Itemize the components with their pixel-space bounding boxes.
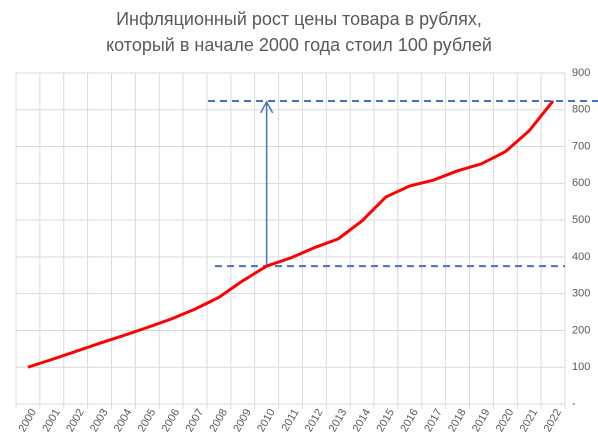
x-tick-label: 2019 bbox=[470, 407, 493, 434]
x-tick-label: 2009 bbox=[231, 407, 254, 434]
y-tick-label: 300 bbox=[572, 288, 590, 300]
x-tick-label: 2005 bbox=[136, 407, 159, 434]
y-tick-label: 200 bbox=[572, 324, 590, 336]
y-tick-label: 500 bbox=[572, 214, 590, 226]
x-tick-label: 2004 bbox=[112, 407, 135, 434]
x-tick-label: 2001 bbox=[40, 407, 63, 434]
y-tick-label: 400 bbox=[572, 251, 590, 263]
y-tick-label: 100 bbox=[572, 361, 590, 373]
x-tick-label: 2012 bbox=[303, 407, 326, 434]
x-tick-label: 2011 bbox=[279, 407, 301, 433]
line-series bbox=[27, 100, 555, 369]
y-tick-label: 800 bbox=[572, 104, 590, 116]
x-tick-label: 2008 bbox=[207, 407, 230, 434]
x-tick-label: 2021 bbox=[518, 407, 541, 434]
x-tick-label: 2013 bbox=[327, 407, 350, 434]
x-tick-label: 2010 bbox=[255, 407, 278, 434]
x-tick-label: 2000 bbox=[16, 407, 39, 434]
y-tick-label: 700 bbox=[572, 140, 590, 152]
chart-title: Инфляционный рост цены товара в рублях, bbox=[116, 9, 482, 29]
x-tick-label: 2007 bbox=[184, 407, 207, 434]
y-tick-label: 900 bbox=[572, 67, 590, 79]
x-tick-label: 2014 bbox=[351, 407, 374, 434]
x-tick-label: 2018 bbox=[446, 407, 469, 434]
x-tick-label: 2003 bbox=[88, 407, 111, 434]
x-tick-label: 2017 bbox=[422, 407, 445, 434]
x-tick-label: 2015 bbox=[374, 407, 397, 434]
x-tick-label: 2022 bbox=[542, 407, 565, 434]
chart-title: который в начале 2000 года стоил 100 руб… bbox=[106, 35, 492, 55]
y-tick-label: - bbox=[572, 398, 576, 410]
x-tick-label: 2002 bbox=[64, 407, 87, 434]
x-tick-label: 2020 bbox=[494, 407, 517, 434]
x-tick-label: 2016 bbox=[398, 407, 421, 434]
arrow-head bbox=[259, 100, 274, 114]
x-tick-label: 2006 bbox=[160, 407, 183, 434]
y-tick-label: 600 bbox=[572, 177, 590, 189]
